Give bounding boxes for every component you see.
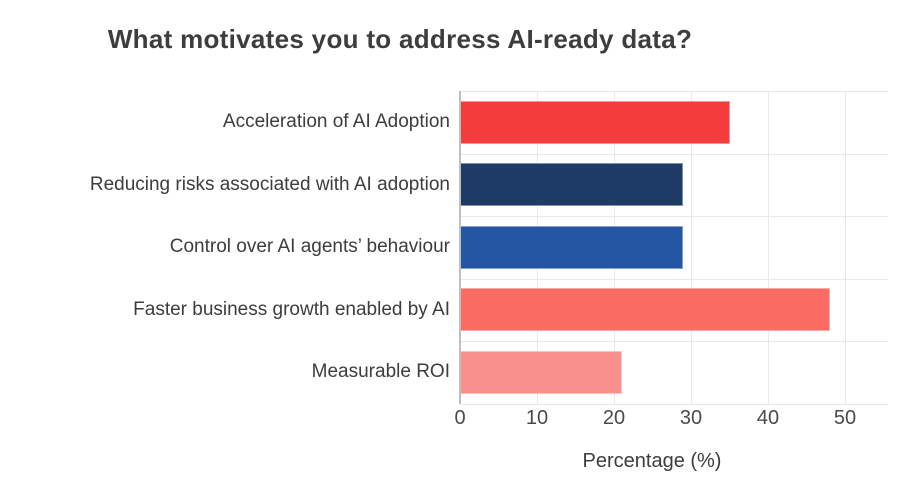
h-gridline <box>460 403 888 405</box>
v-gridline <box>845 91 846 404</box>
x-tick-label: 50 <box>833 407 857 429</box>
category-label: Measurable ROI <box>311 361 450 383</box>
bar <box>460 100 730 144</box>
bar <box>460 350 622 394</box>
x-tick-label: 20 <box>602 407 626 429</box>
category-label: Acceleration of AI Adoption <box>222 111 450 133</box>
category-label: Reducing risks associated with AI adopti… <box>89 173 450 195</box>
h-gridline <box>460 278 888 280</box>
h-gridline <box>460 341 888 342</box>
h-gridline <box>460 153 888 155</box>
h-gridline <box>460 91 888 92</box>
bar <box>460 288 830 332</box>
x-tick-label: 40 <box>756 407 780 429</box>
x-axis-label: Percentage (%) <box>582 450 722 472</box>
chart-title: What motivates you to address AI-ready d… <box>107 24 693 54</box>
x-tick-label: 0 <box>454 407 466 429</box>
h-gridline <box>460 216 888 217</box>
y-axis-line <box>459 91 461 404</box>
v-gridline <box>691 91 692 404</box>
category-label: Faster business growth enabled by AI <box>133 298 450 320</box>
bar <box>460 163 684 207</box>
bar <box>460 225 684 269</box>
category-label: Control over AI agents’ behaviour <box>169 236 450 258</box>
x-tick-label: 10 <box>525 407 549 429</box>
x-tick-label: 30 <box>679 407 703 429</box>
v-gridline <box>768 91 769 404</box>
